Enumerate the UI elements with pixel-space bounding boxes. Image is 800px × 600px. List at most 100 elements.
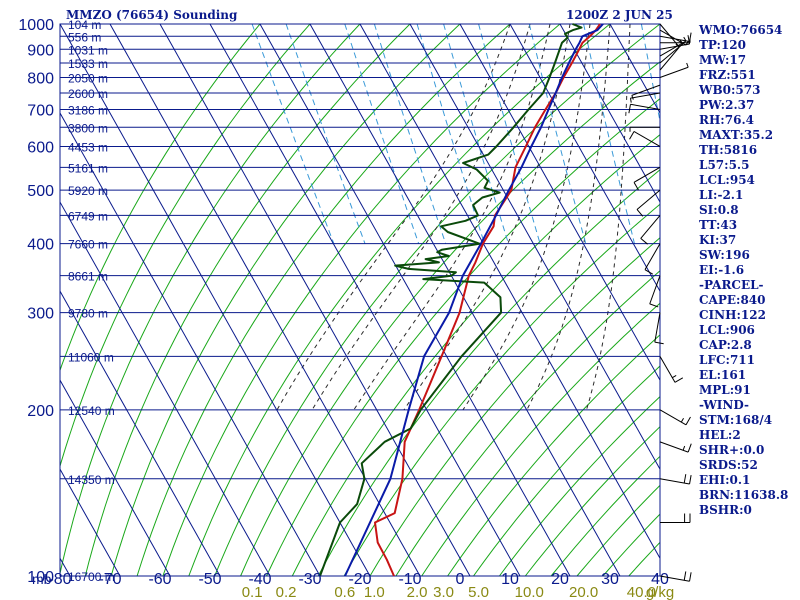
- sounding-parameter: WMO:76654: [699, 23, 783, 37]
- pressure-label: 100: [27, 569, 54, 586]
- temperature-label: -20: [348, 571, 371, 588]
- isotherm: [59, 468, 121, 577]
- wind-barb-staff: [659, 441, 689, 453]
- wind-barb-feather: [654, 341, 664, 345]
- temperature-label: -50: [198, 571, 221, 588]
- wind-barb-feather: [629, 131, 635, 140]
- sounding-parameter: TP:120: [699, 38, 747, 52]
- isotherm: [259, 23, 571, 577]
- wind-barb-staff: [631, 84, 661, 96]
- isotherm: [109, 23, 421, 577]
- temperature-label: 0: [456, 571, 465, 588]
- mixing-ratio-label: 5.0: [468, 584, 489, 600]
- mixing-ratio-label: 0.2: [276, 584, 297, 600]
- isotherm: [59, 201, 271, 577]
- pressure-label: 900: [27, 42, 54, 59]
- wind-barb-staff: [659, 575, 690, 582]
- height-label: 16700 m: [68, 570, 115, 584]
- dry-adiabat: [84, 23, 411, 577]
- temperature-label: -60: [148, 571, 171, 588]
- height-label: 7660 m: [68, 238, 108, 252]
- parcel-trace: [344, 23, 604, 577]
- height-label: 2050 m: [68, 71, 108, 85]
- mixing-ratio-label: 2.0: [407, 584, 428, 600]
- wind-barb-feather: [683, 571, 687, 581]
- wind-barb-staff: [649, 275, 661, 305]
- pressure-label: 800: [27, 70, 54, 87]
- dry-adiabat: [343, 203, 661, 577]
- sounding-parameter: MPL:91: [699, 383, 751, 397]
- wind-barb-staff: [633, 166, 661, 183]
- temperature-label: 20: [551, 571, 569, 588]
- height-label: 14350 m: [68, 473, 115, 487]
- height-label: 8661 m: [68, 270, 108, 284]
- wind-barb-staff: [659, 40, 687, 57]
- mixing-ratio-line: [583, 23, 635, 244]
- wind-barb-feather: [629, 98, 632, 103]
- height-label: 2600 m: [68, 87, 108, 101]
- moist-adiabat: [276, 23, 511, 411]
- dry-adiabat: [524, 426, 661, 577]
- temperature-label: -30: [298, 571, 321, 588]
- chart-title: MMZO (76654) Sounding: [66, 8, 238, 22]
- wind-barb-staff: [630, 103, 661, 110]
- sounding-parameter: HEL:2: [699, 428, 741, 442]
- pressure-label: 400: [27, 237, 54, 254]
- mixing-ratio-label: 0.1: [242, 584, 263, 600]
- mixing-ratio-label: 10.0: [515, 584, 544, 600]
- mixing-ratio-line: [251, 23, 335, 244]
- sounding-parameter: CINH:122: [699, 308, 766, 322]
- wind-barb-staff: [636, 189, 661, 210]
- wind-barb-feather: [674, 377, 684, 383]
- sounding-parameter: BSHR:0: [699, 503, 752, 517]
- height-label: 104 m: [68, 18, 101, 32]
- temperature-label: 40: [651, 571, 669, 588]
- dry-adiabat: [188, 23, 611, 577]
- temperature-label: 30: [601, 571, 619, 588]
- sounding-parameter: RH:76.4: [699, 113, 754, 127]
- height-label: 1533 m: [68, 57, 108, 71]
- dry-adiabat: [395, 270, 661, 577]
- wind-barb-feather: [672, 374, 677, 379]
- isotherm: [459, 23, 661, 381]
- wind-barb-staff: [659, 478, 690, 485]
- isotherm: [509, 23, 661, 292]
- wind-barb-staff: [659, 409, 687, 426]
- mixing-ratio-label: 0.6: [334, 584, 355, 600]
- mixing-ratio-label: 1.0: [364, 584, 385, 600]
- temperature-label: -10: [398, 571, 421, 588]
- sounding-parameters: WMO:76654 TP:120 MW:17 FRZ:551 WB0:573 PW:2.3…: [699, 23, 788, 518]
- height-label: 12540 m: [68, 404, 115, 418]
- dry-adiabat: [628, 542, 661, 577]
- dry-adiabat: [59, 23, 311, 467]
- height-label: 9780 m: [68, 307, 108, 321]
- wind-barb-feather: [682, 445, 686, 451]
- wind-barb-feather: [685, 416, 691, 426]
- wind-barb-staff: [659, 356, 676, 383]
- wind-barb-feather: [628, 104, 631, 114]
- dry-adiabat: [447, 334, 661, 577]
- temperature-label: -40: [248, 571, 271, 588]
- wind-barb-staff: [633, 131, 661, 147]
- sounding-parameter: LCL:906: [699, 323, 755, 337]
- dry-adiabat: [421, 302, 661, 577]
- wind-barb-staff: [644, 243, 661, 270]
- sounding-parameter: L57:5.5: [699, 158, 750, 172]
- sounding-parameter: BRN:11638.8: [699, 488, 789, 502]
- wind-barb-feather: [633, 182, 639, 191]
- wind-barb-feather: [680, 417, 684, 423]
- mixing-ratio-line: [416, 23, 485, 244]
- sounding-parameter: SW:196: [699, 248, 750, 262]
- dry-adiabat: [602, 513, 661, 577]
- sounding-parameter: SHR+:0.0: [699, 443, 765, 457]
- mixing-ratio-unit: g/kg: [646, 584, 674, 600]
- dry-adiabat: [266, 98, 661, 577]
- sounding-parameter: -WIND-: [699, 398, 749, 412]
- observation-time: 1200Z 2 JUN 25: [566, 8, 673, 22]
- wind-barb-feather: [644, 269, 654, 275]
- dry-adiabat: [499, 396, 661, 577]
- sounding-parameter: LCL:954: [699, 173, 755, 187]
- wind-barb-feather: [649, 303, 659, 308]
- wind-barb-feather: [679, 39, 684, 44]
- plot-frame: [59, 23, 661, 577]
